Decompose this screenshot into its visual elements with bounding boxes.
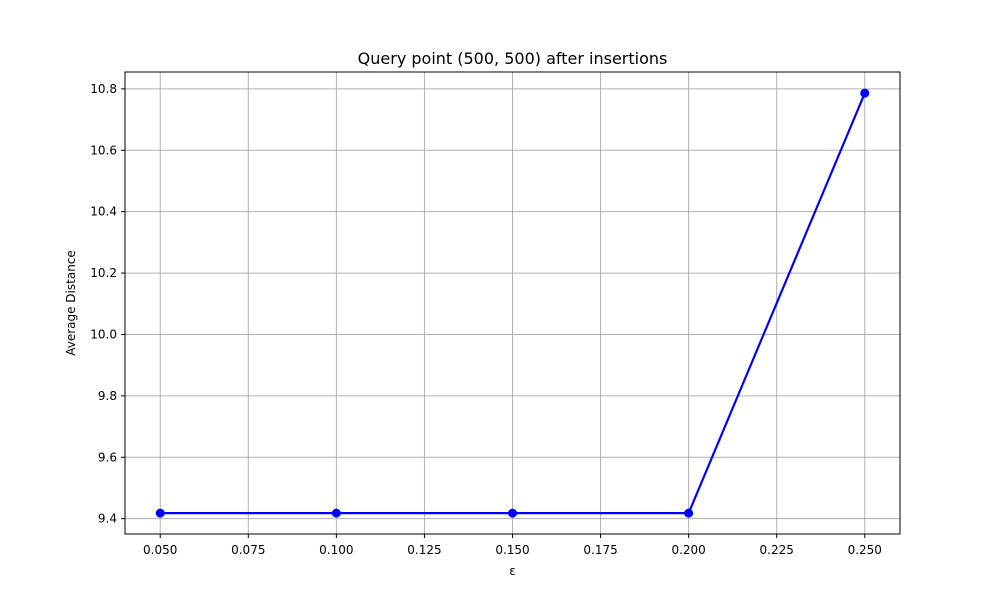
data-point (508, 508, 517, 518)
y-tick-label: 10.8 (90, 82, 117, 96)
y-tick-label: 10.4 (90, 205, 117, 219)
y-tick-label: 9.4 (98, 512, 117, 526)
x-tick-label: 0.200 (671, 543, 705, 557)
data-point (331, 508, 341, 518)
y-tick-label: 10.6 (90, 143, 117, 157)
x-tick-label: 0.100 (319, 543, 353, 557)
y-tick-label: 9.6 (98, 450, 117, 464)
x-axis-label: ε (509, 564, 516, 578)
x-tick-label: 0.150 (495, 543, 529, 557)
x-tick-label: 0.125 (407, 543, 441, 557)
data-point (155, 508, 165, 518)
series-layer (155, 88, 870, 518)
x-tick-label: 0.225 (760, 543, 794, 557)
x-tick-label: 0.075 (231, 543, 265, 557)
x-tick-label: 0.250 (848, 543, 882, 557)
plot-area-frame (124, 71, 901, 535)
y-tick-label: 10.0 (90, 327, 117, 341)
data-point (860, 88, 870, 98)
x-axis-ticks: 0.050 0.075 0.100 0.125 0.150 0.175 0.200 0.225… (143, 534, 882, 557)
y-tick-label: 9.8 (98, 389, 117, 403)
x-tick-label: 0.175 (583, 543, 617, 557)
chart-title: Query point (500, 500) after insertions (358, 49, 668, 68)
y-tick-label: 10.2 (90, 266, 117, 280)
y-axis-label: Average Distance (64, 250, 78, 356)
x-tick-label: 0.050 (143, 543, 177, 557)
grid (125, 72, 900, 534)
data-point (684, 508, 694, 518)
y-axis-ticks: 9.4 9.6 9.8 10.0 10.2 10.4 10.6 10.8 (90, 82, 125, 526)
